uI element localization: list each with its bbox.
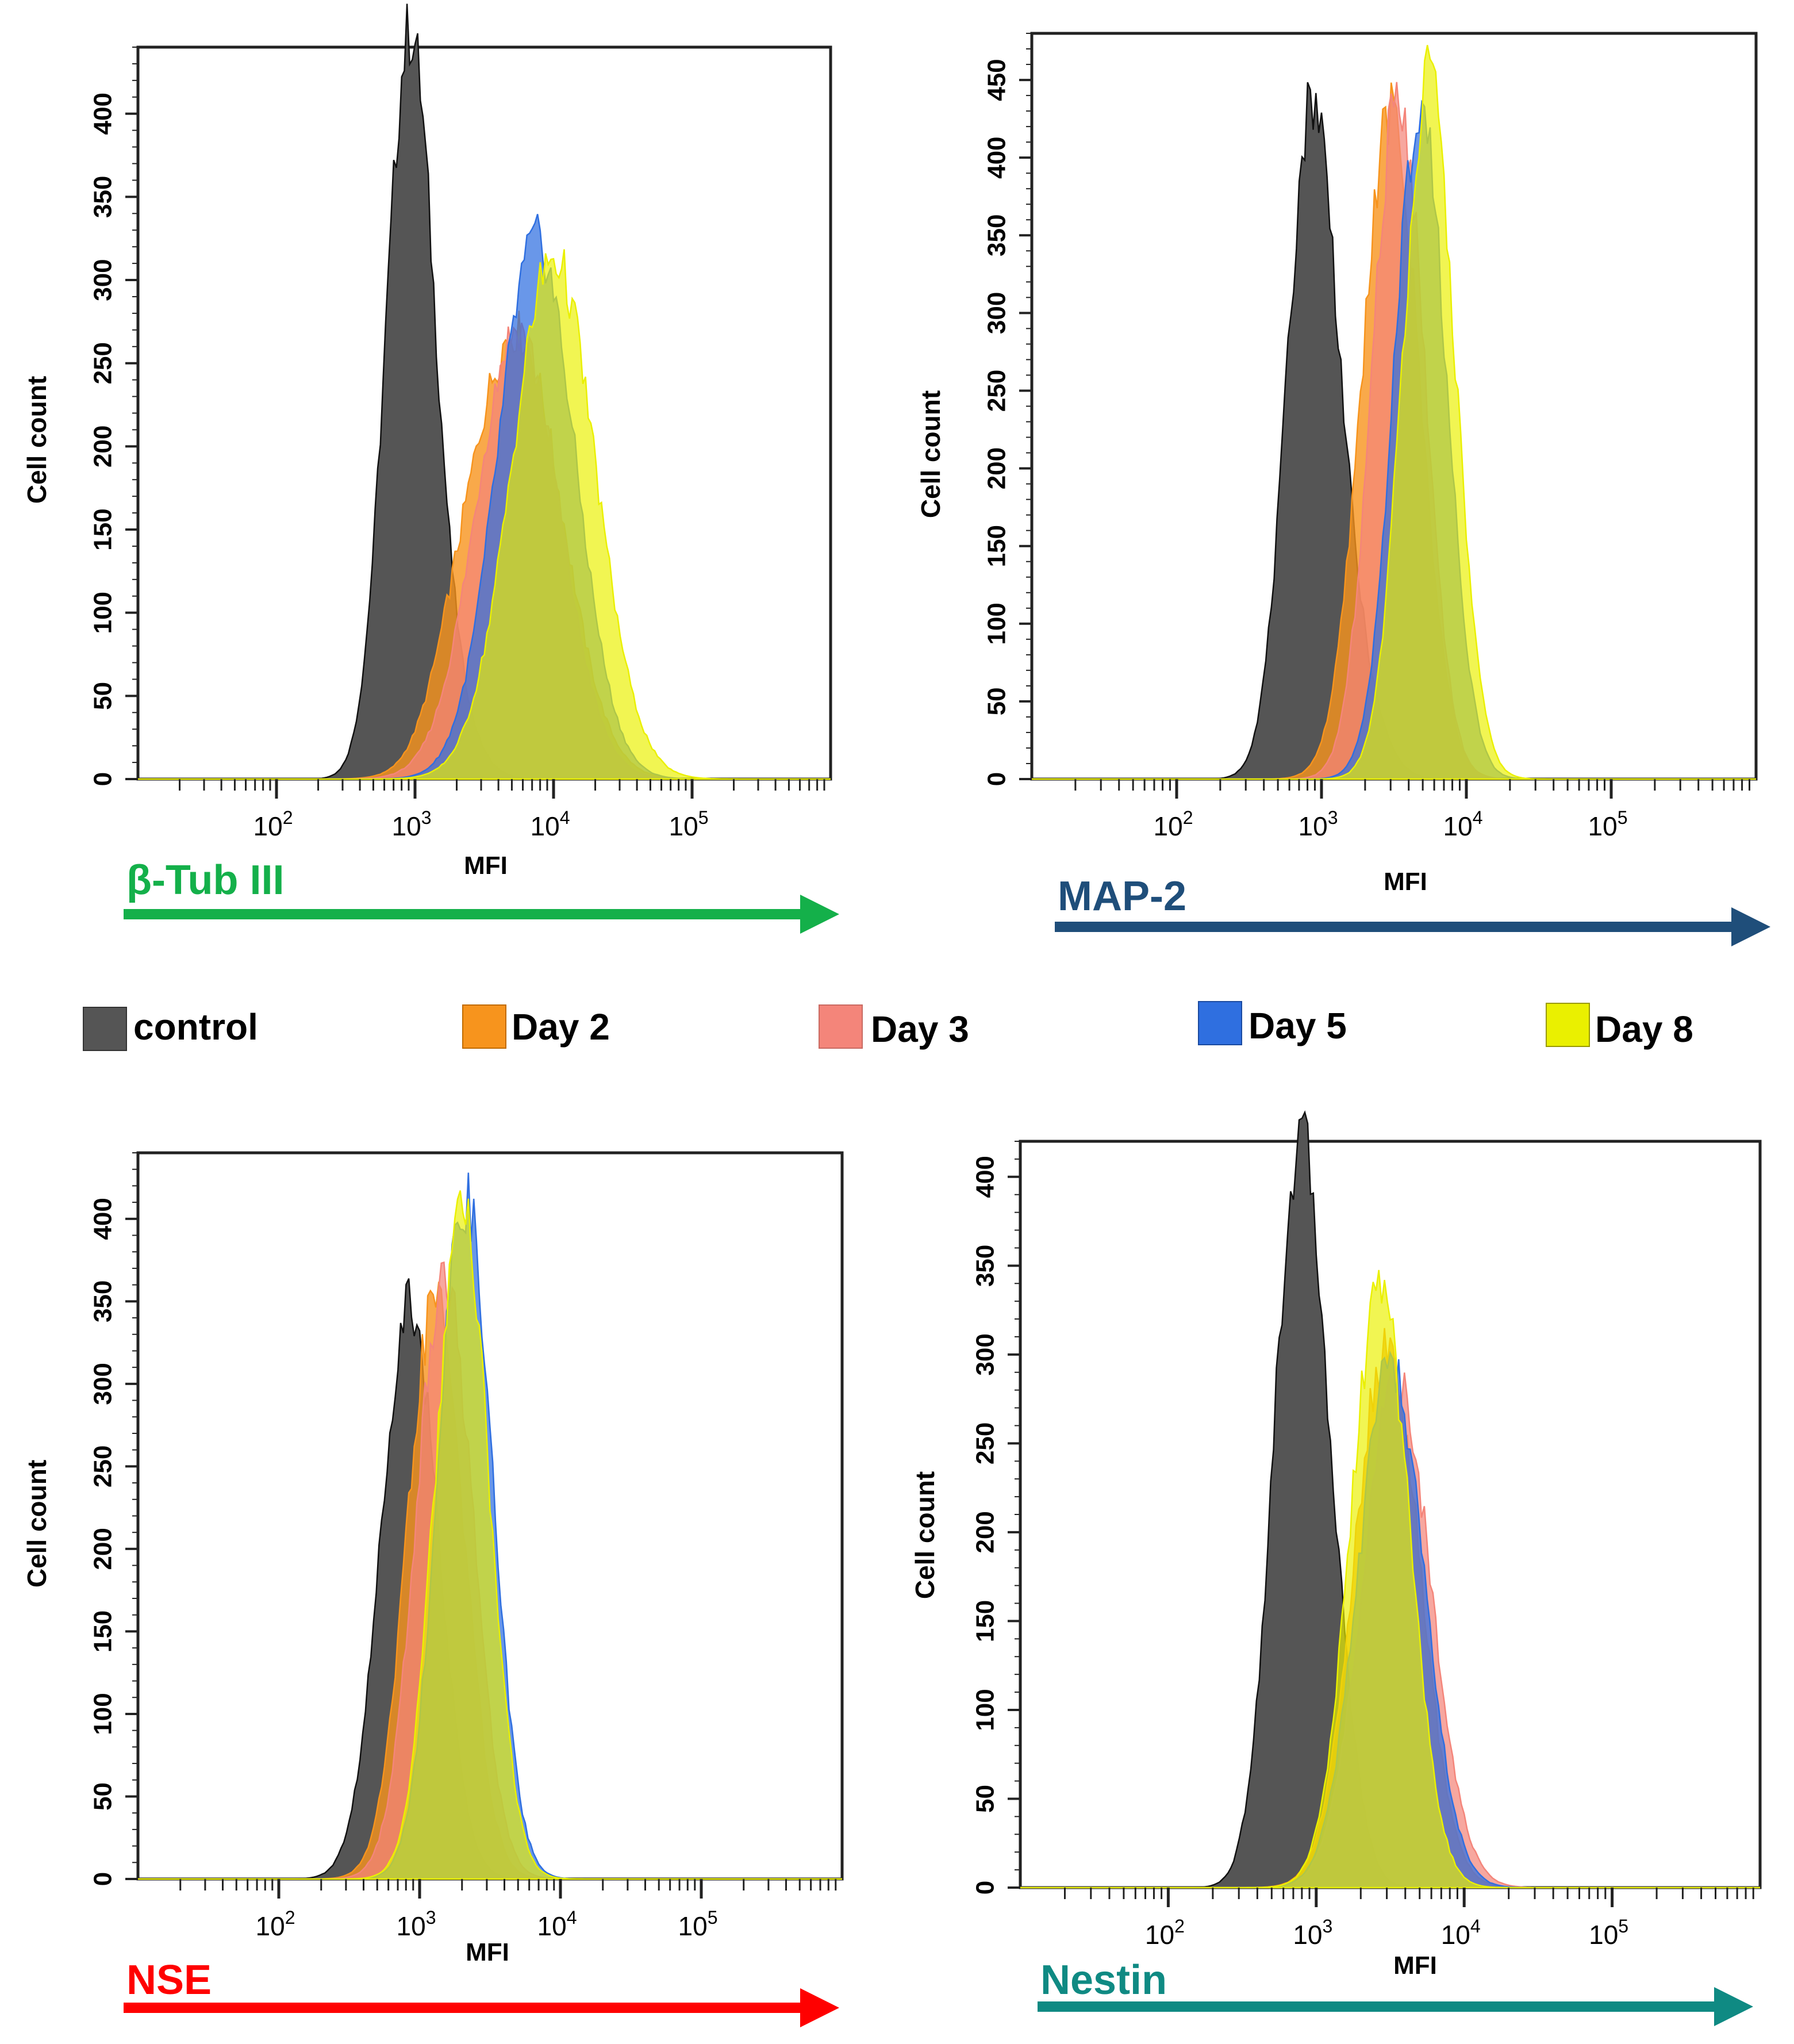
y-tick-label: 400 — [89, 1198, 117, 1240]
histogram-day-8 — [1020, 1270, 1760, 1889]
marker-arrow-head — [800, 895, 839, 934]
x-axis-label: MFI — [464, 852, 508, 880]
y-tick-label: 250 — [971, 1422, 1000, 1464]
y-tick-label: 50 — [89, 682, 117, 710]
y-tick-label: 150 — [983, 525, 1011, 567]
y-tick-label: 350 — [89, 1280, 117, 1322]
marker-label: MAP-2 — [1058, 873, 1186, 919]
y-tick-label: 100 — [971, 1689, 1000, 1731]
y-tick-label: 150 — [971, 1600, 1000, 1642]
y-tick-label: 300 — [971, 1333, 1000, 1375]
legend-swatch-day3 — [819, 1004, 863, 1049]
y-axis-label: Cell count — [916, 390, 946, 518]
y-tick-label: 350 — [983, 214, 1011, 256]
y-axis-label: Cell count — [910, 1471, 940, 1599]
y-tick-label: 100 — [89, 592, 117, 634]
y-axis-label: Cell count — [22, 1460, 52, 1587]
y-tick-label: 0 — [89, 1872, 117, 1886]
y-tick-label: 400 — [983, 136, 1011, 178]
y-axis-label: Cell count — [22, 376, 52, 504]
y-tick-label: 450 — [983, 59, 1011, 101]
legend-label-day2: Day 2 — [512, 1006, 610, 1048]
y-tick-label: 350 — [89, 176, 117, 218]
panel-map2: Cell count MFI MAP-2 0 50 100 150 200 250 300 3… — [916, 32, 1770, 946]
y-tick-label: 300 — [89, 1363, 117, 1405]
histogram-day-8 — [138, 1190, 842, 1880]
legend-swatch-day8 — [1546, 1003, 1590, 1047]
y-tick-label: 0 — [971, 1881, 1000, 1895]
x-tick-label: 102 — [1154, 807, 1193, 841]
y-tick-label: 50 — [89, 1782, 117, 1811]
x-tick-label: 105 — [669, 807, 709, 841]
x-tick-label: 103 — [1293, 1916, 1332, 1950]
y-tick-label: 50 — [983, 687, 1011, 715]
y-tick-label: 200 — [89, 1528, 117, 1570]
legend-label-day8: Day 8 — [1595, 1008, 1693, 1050]
x-tick-label: 102 — [1145, 1916, 1185, 1950]
y-tick-label: 350 — [971, 1245, 1000, 1287]
marker-arrow-head — [800, 1988, 839, 2027]
marker-label: NSE — [126, 1957, 212, 2003]
legend-label-day5: Day 5 — [1248, 1005, 1347, 1046]
x-tick-label: 105 — [1588, 807, 1628, 841]
x-axis-label: MFI — [466, 1938, 509, 1966]
y-tick-label: 100 — [89, 1693, 117, 1735]
x-axis-label: MFI — [1393, 1951, 1437, 1980]
legend-swatch-control — [83, 1007, 127, 1051]
y-tick-label: 0 — [983, 772, 1011, 786]
x-tick-label: 103 — [392, 807, 432, 841]
y-tick-label: 250 — [89, 342, 117, 384]
x-tick-label: 104 — [537, 1907, 577, 1941]
y-tick-label: 250 — [89, 1445, 117, 1487]
y-tick-label: 400 — [971, 1156, 1000, 1198]
y-tick-label: 0 — [89, 772, 117, 786]
x-tick-label: 105 — [1589, 1916, 1628, 1950]
y-tick-label: 400 — [89, 93, 117, 135]
y-tick-label: 200 — [971, 1511, 1000, 1553]
legend: control Day 2 Day 3 Day 5 Day 8 — [83, 1001, 1693, 1051]
x-axis-label: MFI — [1384, 868, 1427, 896]
y-tick-label: 150 — [89, 508, 117, 550]
histogram-day-8 — [138, 249, 831, 780]
panel-nse: Cell count MFI NSE 0 50 100 150 200 250 300 350… — [22, 1151, 844, 2027]
x-tick-label: 104 — [1441, 1916, 1481, 1950]
y-tick-label: 150 — [89, 1610, 117, 1652]
x-tick-label: 102 — [253, 807, 293, 841]
histogram-day-8 — [1032, 45, 1756, 780]
marker-label: β-Tub III — [126, 857, 285, 903]
legend-label-control: control — [133, 1006, 258, 1048]
x-tick-label: 103 — [397, 1907, 436, 1941]
y-tick-label: 100 — [983, 603, 1011, 645]
y-tick-label: 200 — [983, 447, 1011, 489]
y-tick-label: 50 — [971, 1785, 1000, 1813]
y-tick-label: 200 — [89, 425, 117, 467]
x-tick-label: 102 — [256, 1907, 295, 1941]
legend-swatch-day2 — [462, 1004, 506, 1049]
legend-swatch-day5 — [1198, 1001, 1242, 1045]
x-tick-label: 104 — [531, 807, 570, 841]
marker-arrow-head — [1731, 907, 1770, 946]
x-tick-label: 103 — [1299, 807, 1338, 841]
x-tick-label: 104 — [1443, 807, 1483, 841]
x-tick-label: 105 — [678, 1907, 718, 1941]
marker-label: Nestin — [1040, 1957, 1167, 2003]
y-tick-label: 250 — [983, 370, 1011, 412]
legend-label-day3: Day 3 — [871, 1008, 969, 1050]
y-tick-label: 300 — [983, 292, 1011, 334]
panel-btub: Cell count MFI β-Tub III 0 50 100 150 200 250… — [22, 3, 839, 934]
marker-arrow-head — [1714, 1987, 1753, 2026]
y-tick-label: 300 — [89, 259, 117, 301]
panel-nestin: Cell count MFI Nestin 0 50 100 150 200 250 300… — [910, 1110, 1762, 2026]
